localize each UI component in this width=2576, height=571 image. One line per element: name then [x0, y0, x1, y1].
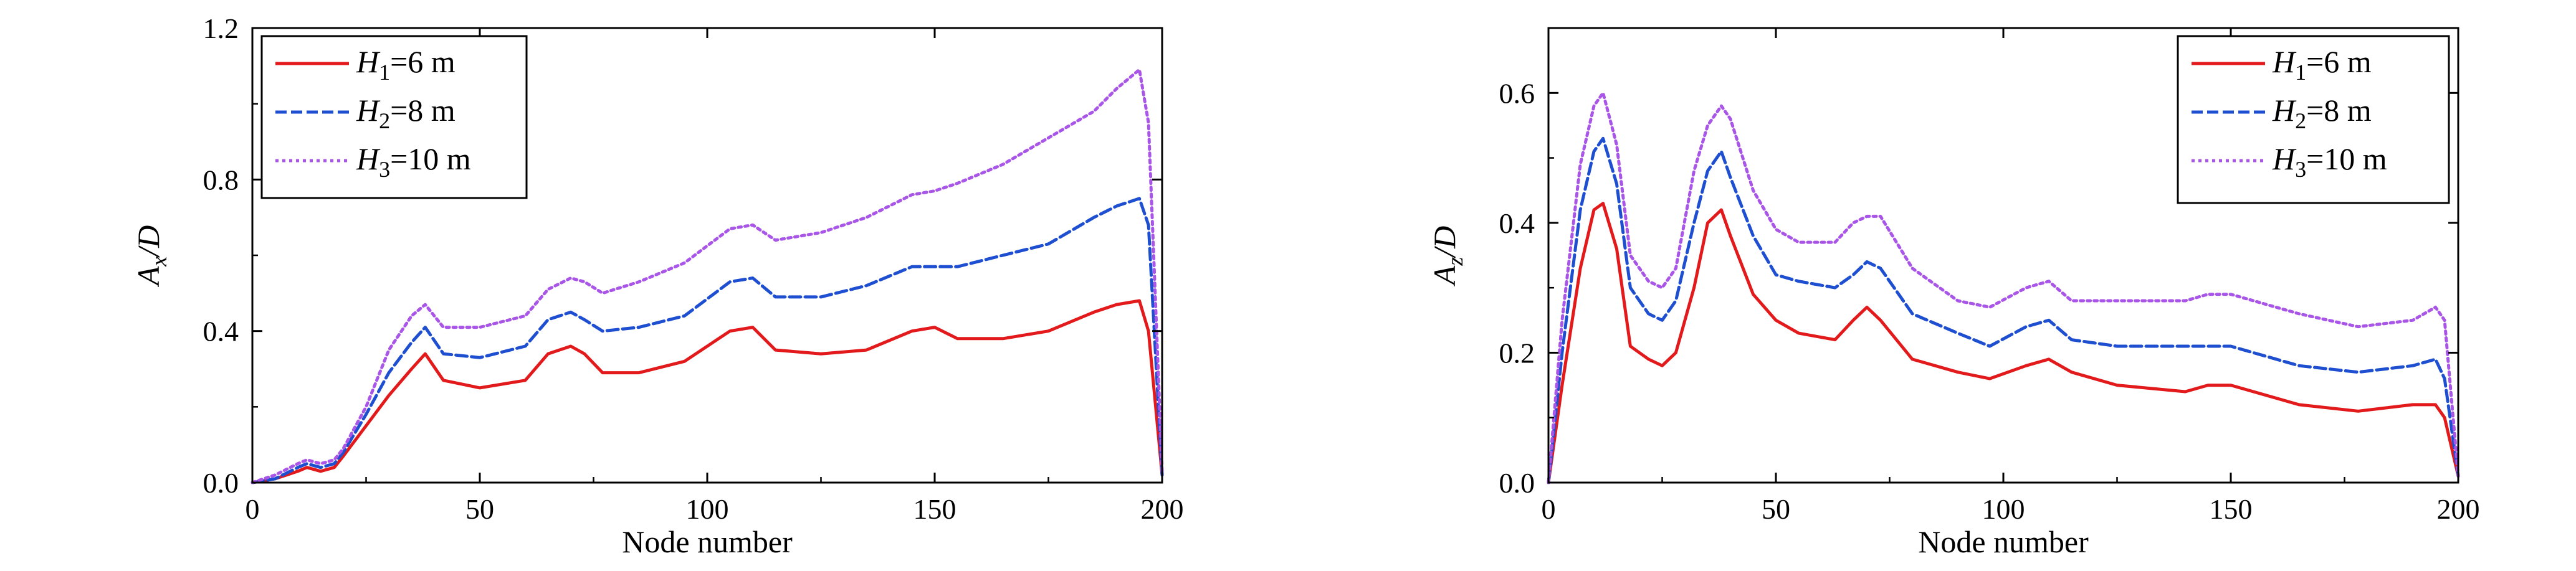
y-axis-title-sub: z: [1443, 257, 1467, 267]
legend-label-h2-tail: =8 m: [2306, 93, 2372, 128]
legend: H1=6 mH2=8 mH3=10 m: [2177, 35, 2450, 204]
legend-label-h2-sub: 2: [2295, 108, 2306, 133]
y-tick-label: 0.0: [1499, 467, 1535, 499]
y-axis-title: Ax/D: [131, 225, 171, 288]
legend-label-h1-main: H: [356, 44, 381, 79]
y-tick-label: 1.2: [203, 12, 239, 44]
legend-label-h3: H3=10 m: [356, 141, 471, 182]
series-line-h1: [250, 299, 1164, 484]
y-axis-title-tail: /D: [131, 225, 166, 258]
legend-label-h2: H2=8 m: [2272, 93, 2372, 133]
x-tick-label: 50: [465, 493, 494, 525]
x-tick-label: 200: [1141, 493, 1184, 525]
legend-label-h2-tail: =8 m: [390, 93, 456, 128]
legend-label-h3-main: H: [2272, 141, 2297, 176]
legend-label-h2-main: H: [2272, 93, 2297, 128]
y-tick-label: 0.2: [1499, 337, 1535, 369]
x-tick-label: 0: [1542, 493, 1556, 525]
legend-label-h1-tail: =6 m: [2306, 44, 2372, 79]
x-tick-label: 100: [686, 493, 729, 525]
legend-label-h2-sub: 2: [379, 108, 390, 133]
legend-label-h2-main: H: [356, 93, 381, 128]
legend-label-h1-sub: 1: [379, 60, 390, 85]
x-tick-label: 100: [1982, 493, 2025, 525]
legend-label-h3-tail: =10 m: [2306, 141, 2387, 176]
x-tick-label: 150: [914, 493, 956, 525]
series-line-h3: [1547, 91, 2460, 484]
chart-panel-az: 0 50 100 150 200 0.0 0.2 0.4 0.6 Node number Az/D H…: [1427, 27, 2480, 559]
series-line-h3: [250, 68, 1164, 484]
legend-label-h3: H3=10 m: [2272, 141, 2387, 182]
y-axis-title-tail: /D: [1427, 226, 1462, 259]
series-line-h1: [1547, 202, 2460, 484]
legend-label-h3-sub: 3: [379, 157, 390, 182]
series-lines: [250, 68, 1164, 484]
y-tick-label: 0.8: [203, 164, 239, 196]
y-tick-label: 0.0: [203, 467, 239, 499]
legend-label-h1: H1=6 m: [2272, 44, 2372, 85]
legend-label-h2: H2=8 m: [356, 93, 456, 133]
legend-label-h1: H1=6 m: [356, 44, 456, 85]
y-axis-title: Az/D: [1427, 226, 1467, 287]
x-tick-label: 0: [246, 493, 260, 525]
legend-label-h1-main: H: [2272, 44, 2297, 79]
y-tick-label: 0.4: [203, 316, 239, 347]
y-axis-title-main: A: [1427, 265, 1462, 286]
y-tick-label: 0.6: [1499, 77, 1535, 109]
y-axis-title-sub: x: [146, 257, 171, 267]
y-axis-title-group: Ax/D: [131, 225, 171, 288]
legend-label-h1-sub: 1: [2295, 60, 2306, 85]
chart-panel-ax: 0 50 100 150 200 0.0 0.4 0.8 1.2 Node number Ax/D H…: [131, 12, 1184, 559]
legend-label-h3-tail: =10 m: [390, 141, 471, 176]
legend: H1=6 mH2=8 mH3=10 m: [260, 35, 528, 199]
x-tick-label: 50: [1762, 493, 1790, 525]
x-axis-title: Node number: [1918, 524, 2089, 559]
series-line-h2: [1547, 136, 2460, 484]
x-tick-label: 200: [2437, 493, 2480, 525]
x-tick-label: 150: [2210, 493, 2253, 525]
y-axis-title-group: Az/D: [1427, 226, 1467, 287]
legend-label-h3-main: H: [356, 141, 381, 176]
series-lines: [1547, 91, 2460, 484]
y-tick-label: 0.4: [1499, 207, 1535, 239]
legend-label-h1-tail: =6 m: [390, 44, 456, 79]
legend-label-h3-sub: 3: [2295, 157, 2306, 182]
y-axis-title-main: A: [131, 266, 166, 287]
x-axis-title: Node number: [622, 524, 793, 559]
series-line-h2: [250, 197, 1164, 484]
